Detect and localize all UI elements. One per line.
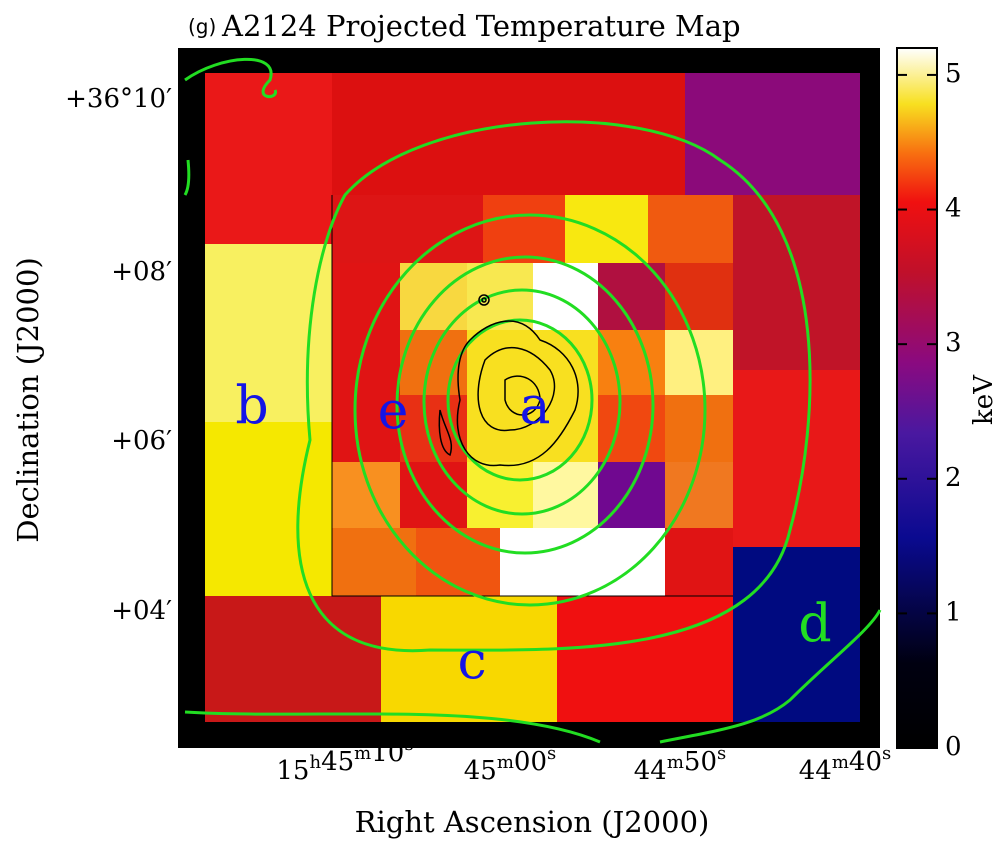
colorbar-tick-label: 2 [945, 463, 962, 493]
chart: (g) A2124 Projected Temperature Map Righ… [0, 0, 1003, 844]
colorbar-tick-label: 4 [945, 194, 962, 224]
region-label: c [457, 632, 486, 692]
chart-title: A2124 Projected Temperature Map [221, 9, 741, 43]
colorbar-label: keV [969, 374, 999, 425]
colorbar-tick-label: 1 [945, 597, 962, 627]
x-tick-label: 44m50s [634, 743, 727, 786]
y-tick-label: +06′ [111, 426, 172, 456]
y-axis-label: Declination (J2000) [11, 257, 45, 543]
colorbar-tick-label: 0 [945, 732, 962, 762]
colorbar-tick-label: 5 [945, 59, 962, 89]
region-label: a [519, 377, 550, 437]
x-tick-label: 44m40s [799, 743, 892, 786]
y-tick-label: +08′ [111, 257, 172, 287]
panel-label: (g) [188, 15, 216, 39]
region-label: d [798, 595, 831, 655]
region-label: b [235, 377, 268, 437]
colorbar [897, 48, 937, 748]
x-tick-label: 45m00s [464, 743, 557, 786]
y-tick-label: +04′ [111, 596, 172, 626]
colorbar-tick-label: 3 [945, 328, 962, 358]
x-axis-label: Right Ascension (J2000) [355, 805, 710, 839]
y-tick-label: +36°10′ [65, 84, 172, 114]
region-label: e [378, 382, 409, 442]
